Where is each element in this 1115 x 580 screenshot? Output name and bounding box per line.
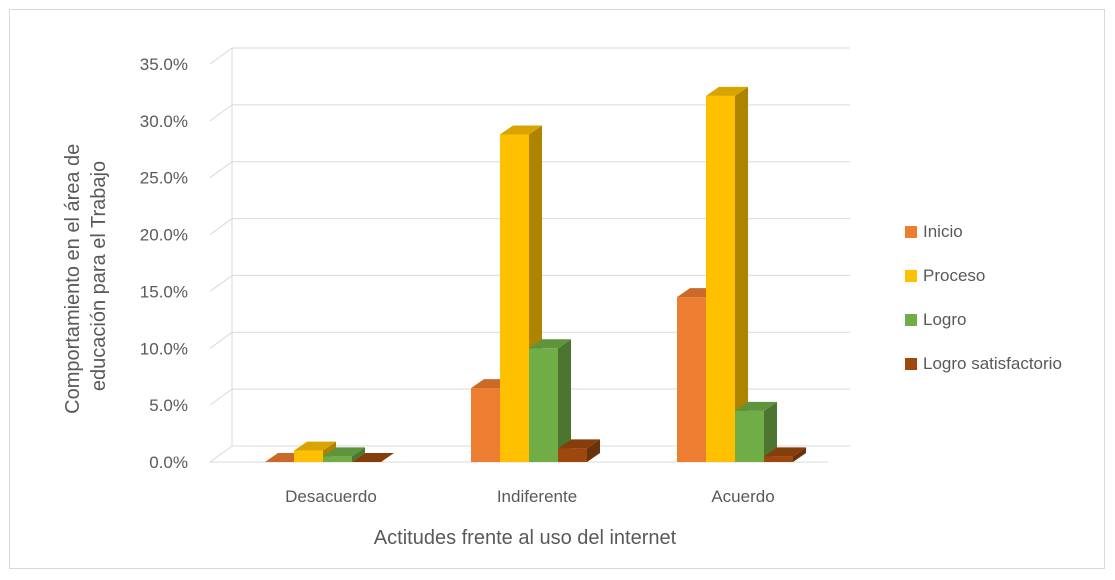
bar: [529, 348, 558, 462]
bar-top: [500, 125, 542, 135]
bar-top: [294, 441, 336, 451]
gridline-side: [209, 275, 233, 292]
legend-swatch: [905, 314, 917, 326]
bar: [735, 410, 764, 462]
bar: [323, 456, 352, 462]
gridline-side: [209, 218, 233, 235]
y-tick-label: 35.0%: [140, 55, 188, 74]
bars: [265, 86, 806, 462]
x-category-label: Desacuerdo: [285, 487, 377, 506]
bar-side: [587, 439, 600, 462]
bar-top: [558, 439, 600, 449]
bar-top: [352, 453, 394, 462]
bar-top: [529, 339, 571, 349]
bar-top: [323, 447, 365, 457]
bar: [500, 134, 529, 462]
y-tick-label: 5.0%: [149, 396, 188, 415]
bar: [471, 388, 500, 462]
legend-swatch: [905, 270, 917, 282]
bar-side: [352, 447, 365, 462]
gridline-side: [209, 47, 233, 65]
x-axis-title: Actitudes frente al uso del internet: [374, 527, 677, 549]
bar-top: [735, 401, 777, 411]
y-tick-label: 20.0%: [140, 226, 188, 245]
bar-side: [764, 401, 777, 462]
bar-side: [793, 447, 806, 462]
bar-side: [558, 339, 571, 462]
y-axis-title-line-1: Comportamiento en el área de: [62, 144, 84, 414]
bar-top: [764, 447, 806, 457]
bar: [294, 450, 323, 462]
gridline-side: [209, 388, 233, 406]
gridline-side: [209, 161, 233, 179]
gridline-side: [209, 104, 233, 122]
legend-label: Proceso: [923, 266, 985, 285]
bar: [558, 448, 587, 462]
legend-swatch: [905, 358, 917, 370]
legend-label: Logro satisfactorio: [923, 354, 1062, 373]
y-tick-label: 30.0%: [140, 112, 188, 131]
x-category-label: Acuerdo: [711, 487, 774, 506]
bar: [764, 456, 793, 462]
y-axis-title-line-2: educación para el Trabajo: [88, 161, 110, 391]
chart-frame: [9, 9, 1105, 569]
legend-label: Inicio: [923, 222, 963, 241]
floor-edge-left: [209, 445, 233, 463]
y-tick-label: 0.0%: [149, 453, 188, 472]
bar-side: [735, 86, 748, 462]
legend-label: Logro: [923, 310, 966, 329]
y-axis-ticks: 0.0% 5.0% 10.0% 15.0% 20.0% 25.0% 30.0% 35.0%: [140, 55, 188, 472]
x-category-label: Indiferente: [497, 487, 577, 506]
y-axis-title: Comportamiento en el área de educación p…: [62, 138, 110, 414]
y-tick-label: 15.0%: [140, 282, 188, 301]
legend: Inicio Proceso Logro Logro satisfactorio: [905, 222, 1062, 373]
legend-swatch: [905, 226, 917, 238]
bar: [706, 95, 735, 462]
bar: [677, 297, 706, 462]
bar-top: [706, 86, 748, 96]
x-axis-categories: Desacuerdo Indiferente Acuerdo: [285, 487, 775, 506]
y-tick-label: 10.0%: [140, 339, 188, 358]
y-tick-label: 25.0%: [140, 169, 188, 188]
gridline-side: [209, 331, 233, 349]
